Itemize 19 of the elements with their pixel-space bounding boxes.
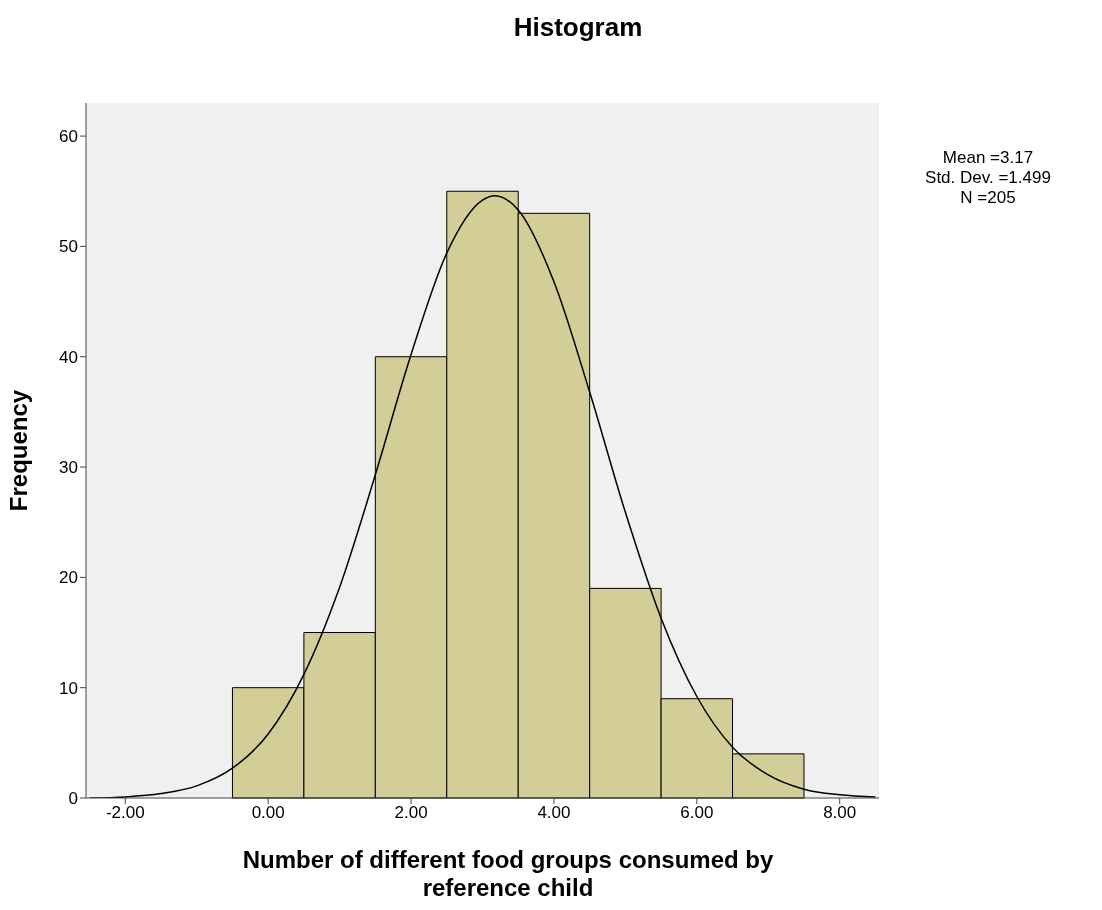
x-tick-label: -2.00	[105, 803, 145, 823]
x-tick-label: 8.00	[823, 803, 857, 823]
x-tick-label: 0.00	[251, 803, 285, 823]
x-tick-label: 2.00	[394, 803, 428, 823]
y-tick-label: 60	[59, 127, 78, 147]
text: Std. Dev. =1.499	[924, 168, 1052, 188]
y-tick-label: 30	[59, 458, 78, 478]
text: N =205	[959, 188, 1017, 208]
y-axis-title: Frequency	[4, 389, 32, 512]
x-tick-label: 6.00	[680, 803, 714, 823]
text: Mean =3.17	[941, 148, 1035, 168]
x-axis-title: Number of different food groups consumed by reference child	[241, 846, 775, 902]
y-tick-label: 10	[59, 678, 78, 698]
y-tick-label: 0	[68, 789, 78, 809]
chart-title: Histogram	[512, 12, 644, 43]
y-tick-label: 50	[59, 237, 78, 257]
y-tick-label: 20	[59, 568, 78, 588]
y-tick-label: 40	[59, 347, 78, 367]
x-tick-label: 4.00	[537, 803, 571, 823]
